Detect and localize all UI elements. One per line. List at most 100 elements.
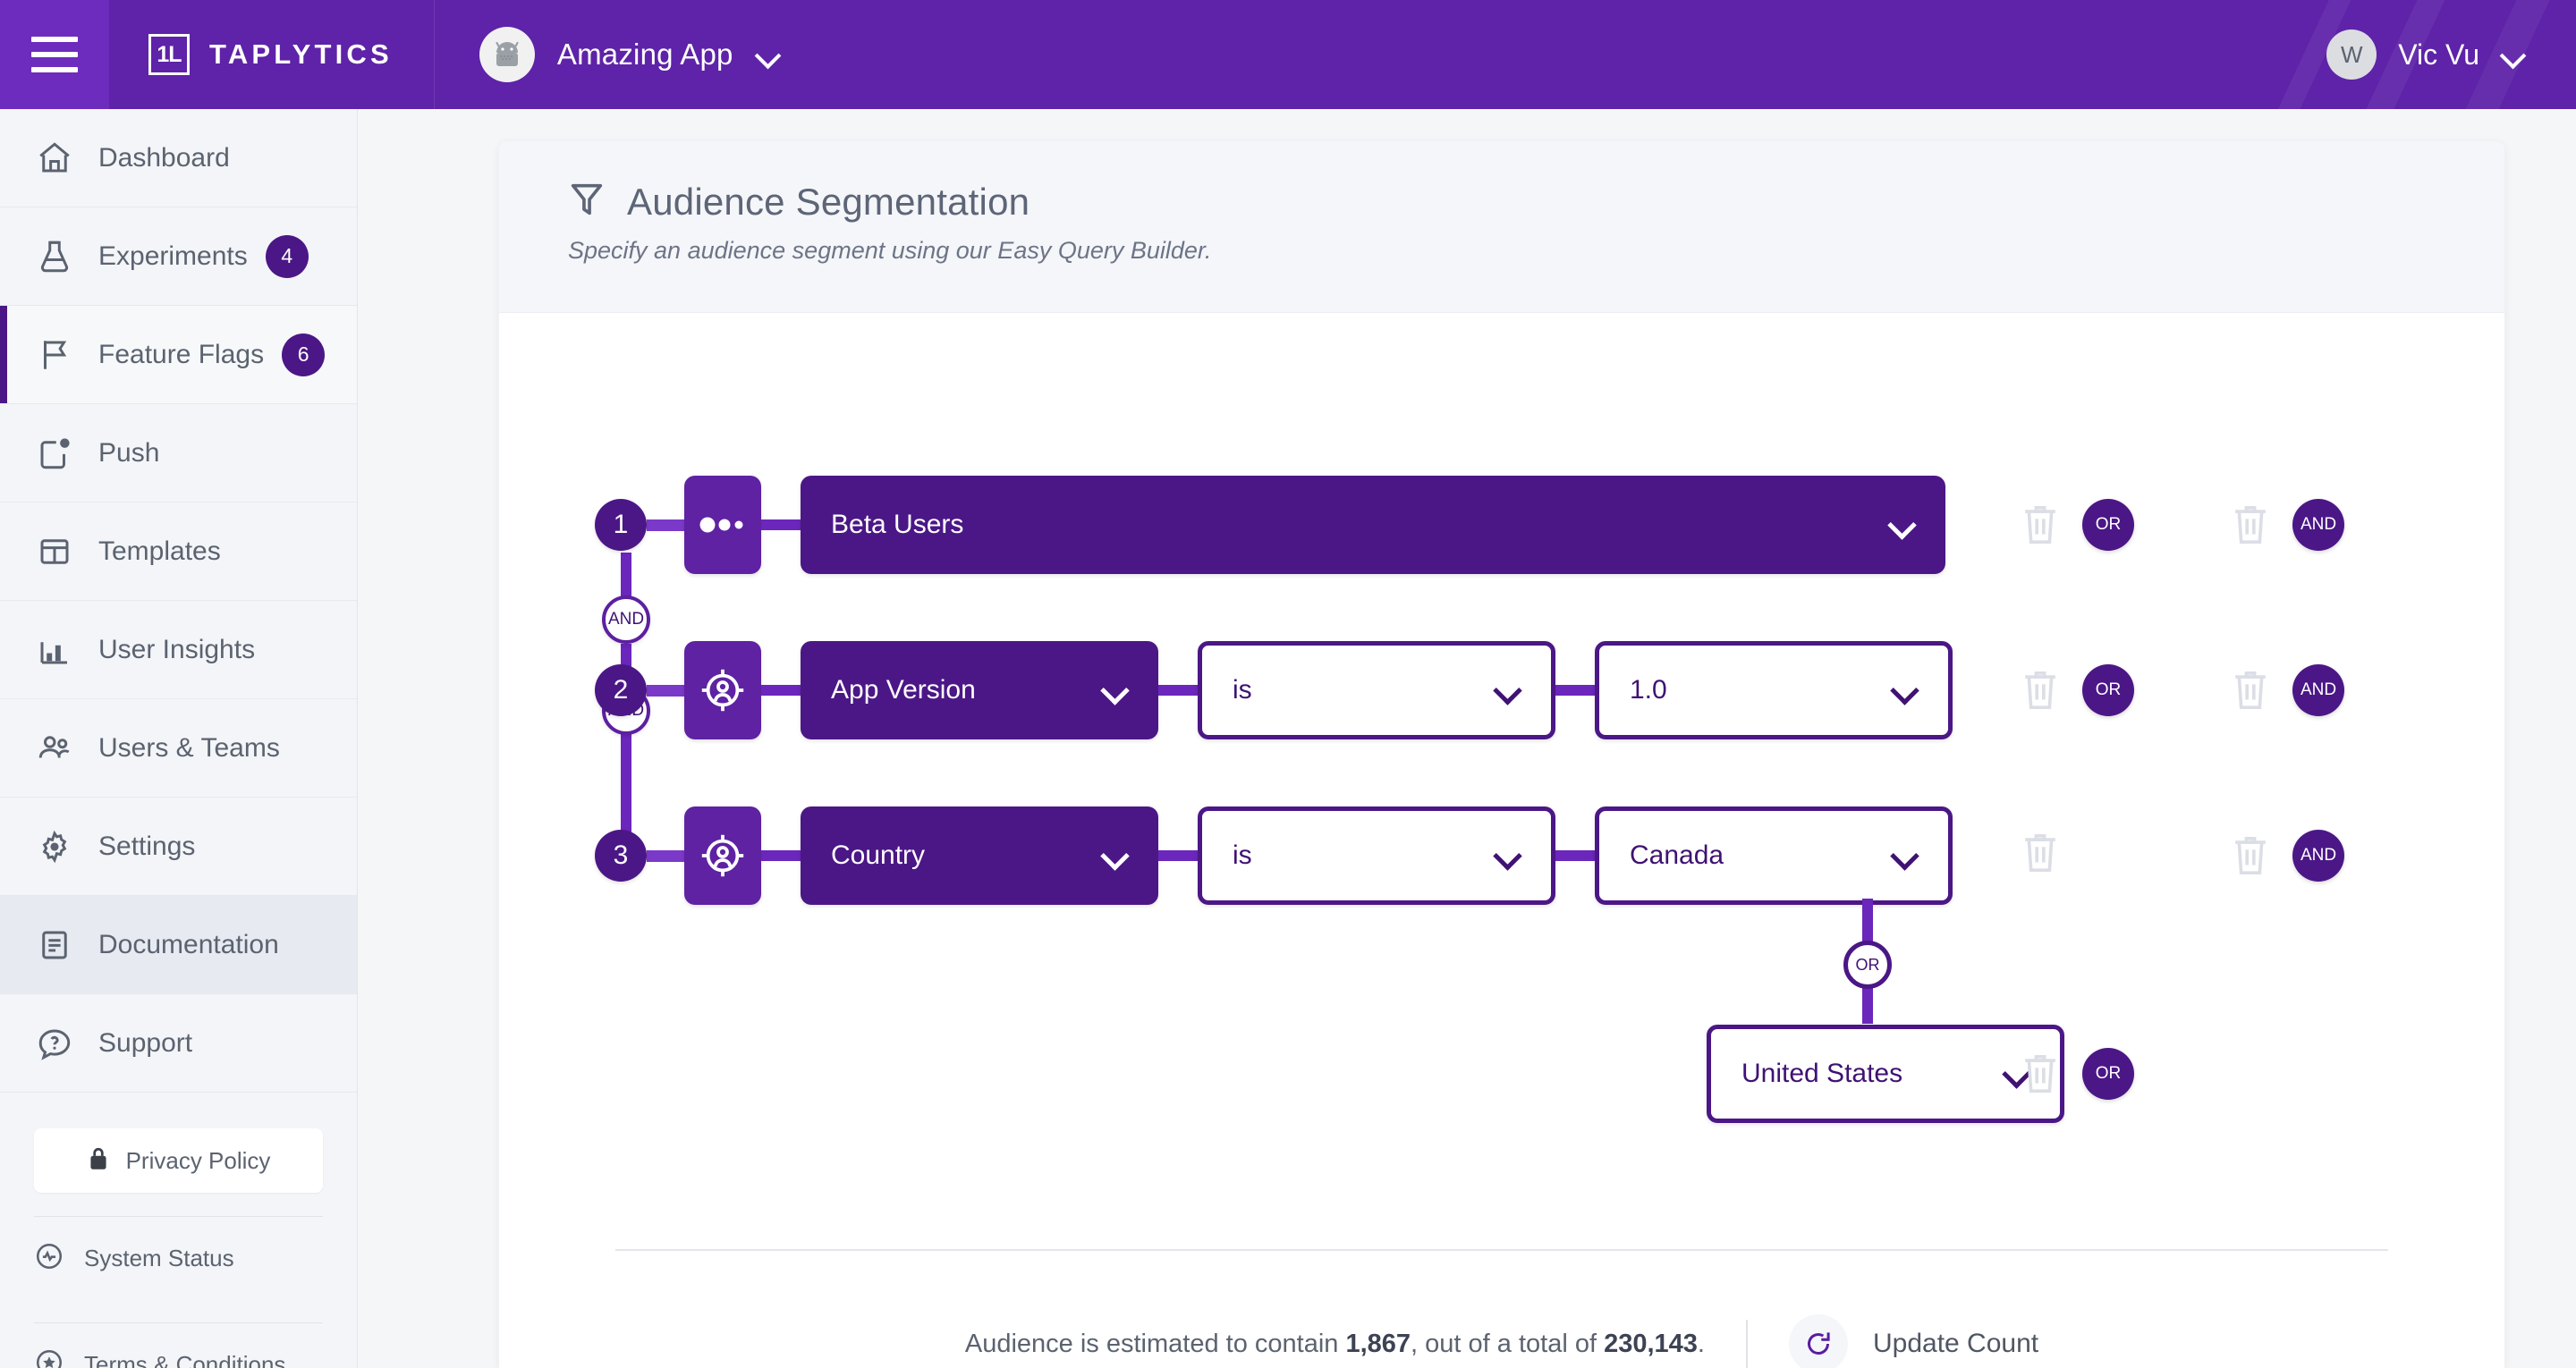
trash-icon[interactable]: [2230, 667, 2271, 714]
sidebar-item-push[interactable]: Push: [0, 404, 357, 502]
row-number: 3: [595, 830, 647, 882]
sidebar-item-settings[interactable]: Settings: [0, 798, 357, 896]
estimate-prefix: Audience is estimated to contain: [964, 1329, 1346, 1358]
brand-wordmark: TAPLYTICS: [209, 38, 393, 70]
user-target-icon[interactable]: [684, 806, 761, 905]
trash-icon[interactable]: [2230, 832, 2271, 879]
connector: [761, 519, 801, 530]
chevron-down-icon[interactable]: [1494, 846, 1521, 866]
sidebar-item-label: Feature Flags: [98, 339, 265, 369]
sidebar-item-documentation[interactable]: Documentation: [0, 896, 357, 994]
sidebar-link-terms[interactable]: Terms & Conditions: [34, 1323, 323, 1368]
value-select-row-3[interactable]: Canada: [1595, 806, 1953, 905]
add-and-condition-button[interactable]: AND: [2292, 499, 2344, 551]
chevron-down-icon[interactable]: [1101, 846, 1128, 866]
user-target-icon[interactable]: [684, 641, 761, 739]
user-menu[interactable]: W Vic Vu: [2326, 30, 2524, 80]
sidebar-item-label: Support: [98, 1027, 193, 1058]
add-and-condition-button[interactable]: AND: [2292, 830, 2344, 882]
status-badge: 4: [265, 234, 309, 278]
card-header: Audience Segmentation Specify an audienc…: [499, 141, 2504, 313]
chevron-down-icon[interactable]: [1891, 846, 1918, 866]
app-switcher[interactable]: Amazing App: [479, 27, 779, 82]
connector: [647, 519, 684, 531]
sidebar-item-label: Settings: [98, 831, 196, 861]
hamburger-menu-icon[interactable]: [0, 0, 109, 109]
connector: [647, 684, 684, 697]
connector: [1555, 685, 1595, 696]
trash-icon[interactable]: [2020, 667, 2061, 714]
sidebar-link-system-status[interactable]: System Status: [34, 1217, 323, 1299]
trash-icon[interactable]: [2020, 1051, 2061, 1097]
audience-estimate: Audience is estimated to contain 1,867, …: [615, 1314, 2388, 1368]
operator-select-row-2[interactable]: is: [1198, 641, 1555, 739]
sidebar-item-users-teams[interactable]: Users & Teams: [0, 699, 357, 798]
sidebar-item-feature-flags[interactable]: Feature Flags 6: [0, 306, 357, 404]
row-connector-and-1[interactable]: AND: [602, 595, 650, 644]
add-and-condition-button[interactable]: AND: [2292, 664, 2344, 716]
condition-value: Canada: [1630, 840, 1724, 870]
trash-icon[interactable]: [2020, 830, 2061, 876]
connector: [1555, 850, 1595, 861]
sidebar-item-user-insights[interactable]: User Insights: [0, 601, 357, 699]
taplytics-mark-icon: 1L: [148, 34, 190, 75]
trash-icon[interactable]: [2230, 502, 2271, 548]
connector: [647, 849, 684, 862]
connector: [761, 850, 801, 861]
page-subtitle: Specify an audience segment using our Ea…: [568, 237, 1212, 264]
brand-logo[interactable]: 1L TAPLYTICS: [148, 34, 393, 75]
row-1-actions: OR: [2020, 499, 2134, 551]
privacy-policy-button[interactable]: Privacy Policy: [34, 1128, 323, 1193]
add-or-condition-button[interactable]: OR: [2082, 664, 2134, 716]
query-row-3: 3 Country is: [595, 806, 1953, 905]
field-value: Beta Users: [831, 510, 964, 539]
flask-icon: [34, 236, 75, 277]
trash-icon[interactable]: [2020, 502, 2061, 548]
update-count-button[interactable]: Update Count: [1788, 1314, 2039, 1368]
chevron-down-icon[interactable]: [756, 43, 779, 66]
sidebar-item-templates[interactable]: Templates: [0, 502, 357, 601]
row-3-extra-actions: OR: [2020, 1048, 2134, 1100]
connector: [761, 685, 801, 696]
estimate-text: Audience is estimated to contain 1,867, …: [965, 1330, 1705, 1359]
chevron-down-icon[interactable]: [1888, 515, 1915, 535]
field-select-app-version[interactable]: App Version: [801, 641, 1158, 739]
add-or-condition-button[interactable]: OR: [2082, 1048, 2134, 1100]
add-or-condition-button[interactable]: OR: [2082, 499, 2134, 551]
sidebar-link-label: System Status: [84, 1244, 234, 1271]
header-divider: [433, 0, 435, 109]
field-select-beta-users[interactable]: Beta Users: [801, 476, 1945, 574]
update-count-label: Update Count: [1872, 1329, 2039, 1358]
privacy-policy-label: Privacy Policy: [125, 1146, 271, 1174]
chevron-down-icon[interactable]: [1101, 680, 1128, 700]
value-connector-line: [1862, 984, 1873, 1024]
dots-icon[interactable]: [684, 476, 761, 574]
sidebar-item-experiments[interactable]: Experiments 4: [0, 207, 357, 306]
hamburger-bar: [31, 37, 78, 42]
gear-icon: [34, 826, 75, 867]
sidebar-item-label: Experiments: [98, 241, 248, 271]
app-name-label: Amazing App: [556, 38, 733, 71]
bar-chart-icon: [34, 629, 75, 671]
sidebar-item-dashboard[interactable]: Dashboard: [0, 109, 357, 207]
value-connector-line: [1862, 899, 1873, 948]
connector: [1158, 850, 1198, 861]
row-connector-line: [621, 735, 631, 840]
value-select-row-2[interactable]: 1.0: [1595, 641, 1953, 739]
page-title: Audience Segmentation: [627, 180, 1030, 223]
status-badge: 6: [282, 333, 326, 376]
help-chat-icon: [34, 1023, 75, 1064]
operator-value: is: [1233, 840, 1252, 870]
sidebar-item-support[interactable]: Support: [0, 994, 357, 1093]
top-bar: 1L TAPLYTICS Amazing App: [0, 0, 2576, 109]
operator-select-row-3[interactable]: is: [1198, 806, 1555, 905]
field-select-country[interactable]: Country: [801, 806, 1158, 905]
value-connector-or[interactable]: OR: [1843, 941, 1892, 989]
user-name-label: Vic Vu: [2398, 38, 2479, 71]
chevron-down-icon[interactable]: [1494, 680, 1521, 700]
value-select-row-3-extra[interactable]: United States: [1707, 1025, 2064, 1123]
chevron-down-icon[interactable]: [1891, 680, 1918, 700]
row-3-actions: [2020, 830, 2061, 876]
refresh-icon: [1788, 1314, 1848, 1368]
chevron-down-icon[interactable]: [2501, 43, 2524, 66]
